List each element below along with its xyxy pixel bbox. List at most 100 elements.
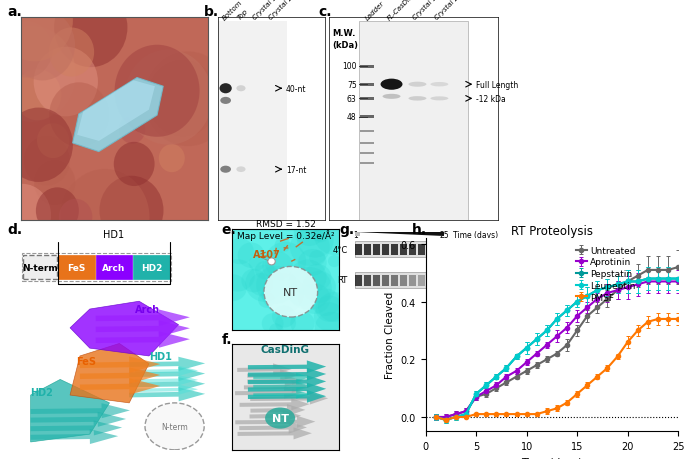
FancyArrow shape [80,368,161,384]
Circle shape [54,0,127,68]
Bar [360,84,374,87]
Text: -12 kDa: -12 kDa [476,95,506,104]
Ellipse shape [220,98,231,105]
Text: RMSD = 1.52: RMSD = 1.52 [0,458,1,459]
Bar [382,245,389,256]
Bar [373,245,380,256]
Bar [391,245,398,256]
Text: Map Level = 0.32e/Å²: Map Level = 0.32e/Å² [0,458,1,459]
Bar [382,275,389,286]
FancyArrow shape [135,375,198,386]
Text: Map Level = 0.32e/Å²: Map Level = 0.32e/Å² [237,229,334,240]
Circle shape [226,239,254,265]
Circle shape [158,145,185,173]
Y-axis label: Fraction Cleaved: Fraction Cleaved [385,291,395,379]
FancyArrow shape [30,429,118,444]
Circle shape [290,229,330,266]
Text: 75: 75 [347,80,356,90]
Bar [355,272,445,288]
Bar [360,143,374,145]
FancyArrow shape [235,416,316,428]
Text: Crystal 1: Crystal 1 [412,0,439,22]
FancyArrow shape [95,321,190,337]
Circle shape [249,273,273,296]
Text: 48: 48 [347,113,356,122]
Text: Full Length: Full Length [476,80,518,90]
Circle shape [10,11,75,81]
Text: Bottom: Bottom [221,0,244,22]
Bar [436,245,443,256]
Circle shape [298,283,331,314]
Text: M.W.: M.W. [333,28,356,38]
Circle shape [218,274,247,302]
Ellipse shape [237,86,246,92]
Text: HD2: HD2 [140,263,162,272]
Ellipse shape [381,79,403,90]
Circle shape [313,214,357,256]
FancyArrow shape [129,387,205,402]
Text: FL-CasDinG: FL-CasDinG [386,0,419,22]
Bar [360,116,374,119]
Circle shape [293,217,325,246]
Text: Ladder: Ladder [365,0,385,22]
Circle shape [275,238,291,253]
FancyArrow shape [250,410,301,422]
Polygon shape [355,232,444,236]
Text: c.: c. [318,5,332,18]
Bar [373,275,380,286]
FancyArrow shape [253,381,310,391]
Circle shape [264,267,318,317]
Text: d.: d. [7,223,22,236]
Circle shape [36,188,79,235]
Bar [218,22,287,220]
Ellipse shape [219,84,232,94]
FancyArrow shape [237,364,291,375]
Circle shape [315,312,349,344]
FancyArrow shape [95,310,190,326]
Circle shape [0,27,75,123]
Text: 100: 100 [342,62,356,71]
Ellipse shape [408,83,426,88]
Circle shape [309,250,325,266]
Circle shape [1,22,53,78]
Text: A107: A107 [253,250,281,260]
FancyArrow shape [135,385,198,395]
FancyArrow shape [251,392,328,405]
FancyArrow shape [30,420,122,436]
FancyArrow shape [253,373,310,382]
Polygon shape [73,78,163,152]
FancyArrow shape [129,357,205,371]
Text: 17-nt: 17-nt [286,165,306,174]
Circle shape [59,199,92,235]
Circle shape [302,271,336,303]
Circle shape [264,242,307,281]
Ellipse shape [430,83,448,87]
Circle shape [262,252,293,281]
Circle shape [255,261,275,280]
Circle shape [314,302,345,331]
FancyArrow shape [80,378,161,395]
FancyArrow shape [237,427,312,439]
Circle shape [286,267,332,310]
FancyArrow shape [239,398,309,410]
Ellipse shape [408,97,426,101]
Bar [427,245,434,256]
Bar [391,275,398,286]
Text: Full Length: Full Length [448,277,486,283]
Circle shape [311,230,324,241]
Text: RT: RT [338,275,348,285]
Circle shape [145,403,204,450]
Circle shape [34,161,75,206]
FancyArrow shape [235,387,302,399]
Text: Arch: Arch [102,263,126,272]
Text: a.: a. [7,5,21,18]
Text: b.: b. [204,5,219,18]
Bar [409,275,416,286]
Circle shape [248,257,264,271]
FancyArrow shape [30,403,130,418]
Text: e.: e. [221,223,236,236]
FancyArrow shape [135,366,198,376]
Circle shape [49,83,109,147]
Text: Crystal 2: Crystal 2 [434,0,460,22]
FancyArrow shape [248,368,326,381]
